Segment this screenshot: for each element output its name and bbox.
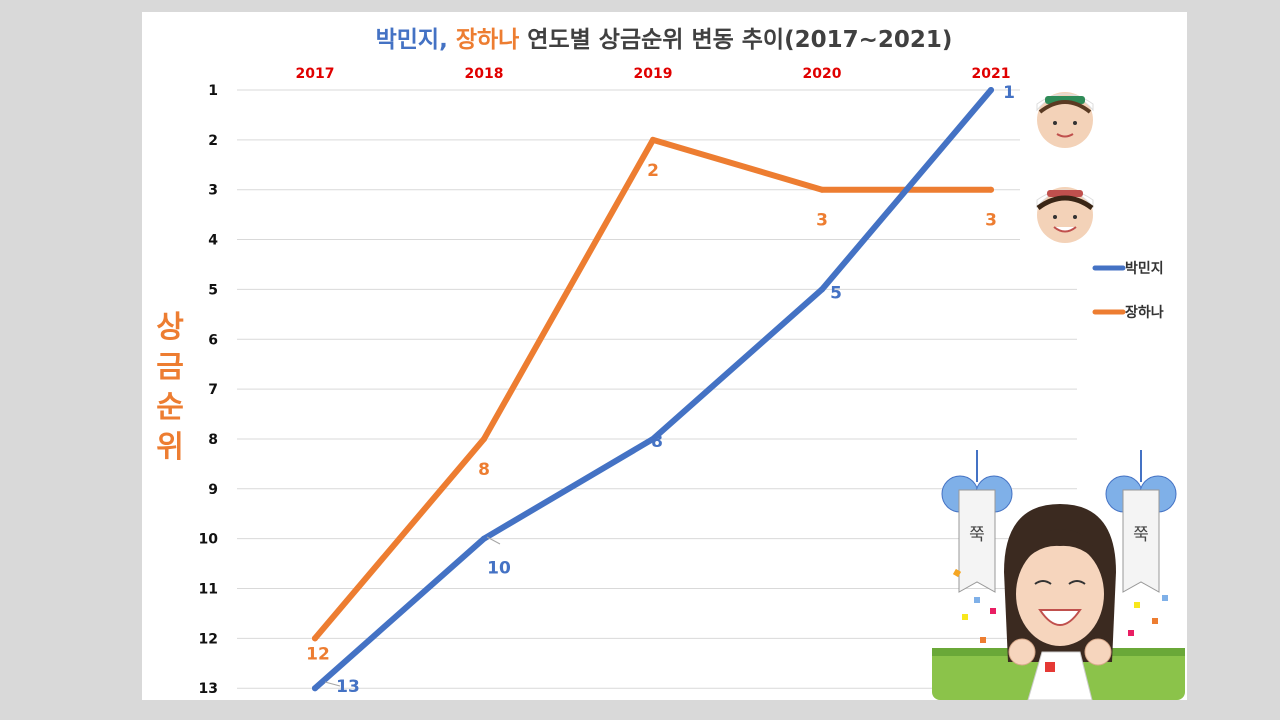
label-leader	[324, 681, 341, 687]
y-tick-label: 13	[199, 681, 218, 697]
data-label: 8	[651, 432, 663, 452]
y-tick-label: 5	[208, 282, 218, 298]
data-label: 3	[816, 211, 828, 231]
data-point	[481, 535, 487, 542]
data-label: 5	[830, 283, 842, 303]
y-tick-label: 12	[199, 631, 218, 647]
data-label: 12	[306, 644, 330, 664]
data-point	[650, 136, 656, 143]
data-label: 2	[647, 161, 659, 181]
data-point	[819, 186, 825, 193]
data-point	[312, 635, 318, 642]
y-axis-label-char: 순	[156, 390, 184, 425]
y-tick-label: 3	[208, 183, 218, 199]
data-label: 13	[336, 677, 360, 697]
data-point	[312, 685, 318, 692]
data-point	[988, 186, 994, 193]
chart-canvas: 박민지, 장하나 연도별 상금순위 변동 추이(2017~2021) 2017 2…	[156, 27, 1185, 700]
banner-left: 쭉	[941, 450, 1013, 593]
x-tick-label: 2017	[296, 66, 335, 82]
banner-right: 쭉	[1105, 450, 1177, 593]
legend-entry: 박민지	[1125, 260, 1164, 277]
y-tick-label: 7	[208, 382, 218, 398]
x-tick-label: 2021	[972, 66, 1011, 82]
confetti	[952, 568, 1168, 643]
chart-title-part: ,	[439, 27, 456, 53]
player-portrait-2	[1036, 187, 1094, 243]
x-tick-label: 2018	[465, 66, 504, 82]
y-tick-label: 11	[199, 582, 218, 598]
y-axis-label-char: 상	[156, 310, 184, 345]
banner-left-text: 쭉	[969, 525, 985, 545]
chart-title-part: 장하나	[456, 27, 519, 53]
y-axis-label-char: 금	[156, 350, 184, 385]
label-leader	[486, 536, 501, 545]
chart-title-part: 박민지	[376, 27, 439, 53]
cheering-illustration: 쭉 쭉	[932, 450, 1185, 700]
y-tick-label: 2	[208, 133, 218, 149]
chart-title: 박민지, 장하나 연도별 상금순위 변동 추이(2017~2021)	[376, 27, 953, 53]
y-tick-label: 4	[208, 233, 218, 249]
y-tick-label: 10	[199, 532, 219, 548]
y-tick-label: 1	[208, 83, 218, 99]
cheering-player	[1004, 504, 1116, 700]
data-label: 1	[1003, 83, 1015, 103]
y-tick-label: 8	[208, 432, 218, 448]
y-tick-label: 6	[208, 332, 218, 348]
banner-right-text: 쭉	[1133, 525, 1149, 545]
data-label: 8	[478, 460, 490, 480]
y-tick-label: 9	[208, 482, 218, 498]
legend-entry: 장하나	[1125, 304, 1164, 321]
data-point	[819, 286, 825, 293]
y-axis-label-char: 위	[156, 430, 184, 465]
x-tick-label: 2020	[803, 66, 842, 82]
chart-slide: 박민지, 장하나 연도별 상금순위 변동 추이(2017~2021) 2017 2…	[142, 12, 1187, 700]
chart-title-part: 연도별 상금순위 변동 추이(2017~2021)	[519, 27, 952, 53]
player-portrait-1	[1036, 92, 1094, 148]
data-label: 10	[487, 559, 511, 579]
data-point	[481, 435, 487, 442]
data-label: 3	[985, 211, 997, 231]
data-point	[988, 87, 994, 93]
x-tick-label: 2019	[634, 66, 673, 82]
data-point	[650, 435, 656, 442]
